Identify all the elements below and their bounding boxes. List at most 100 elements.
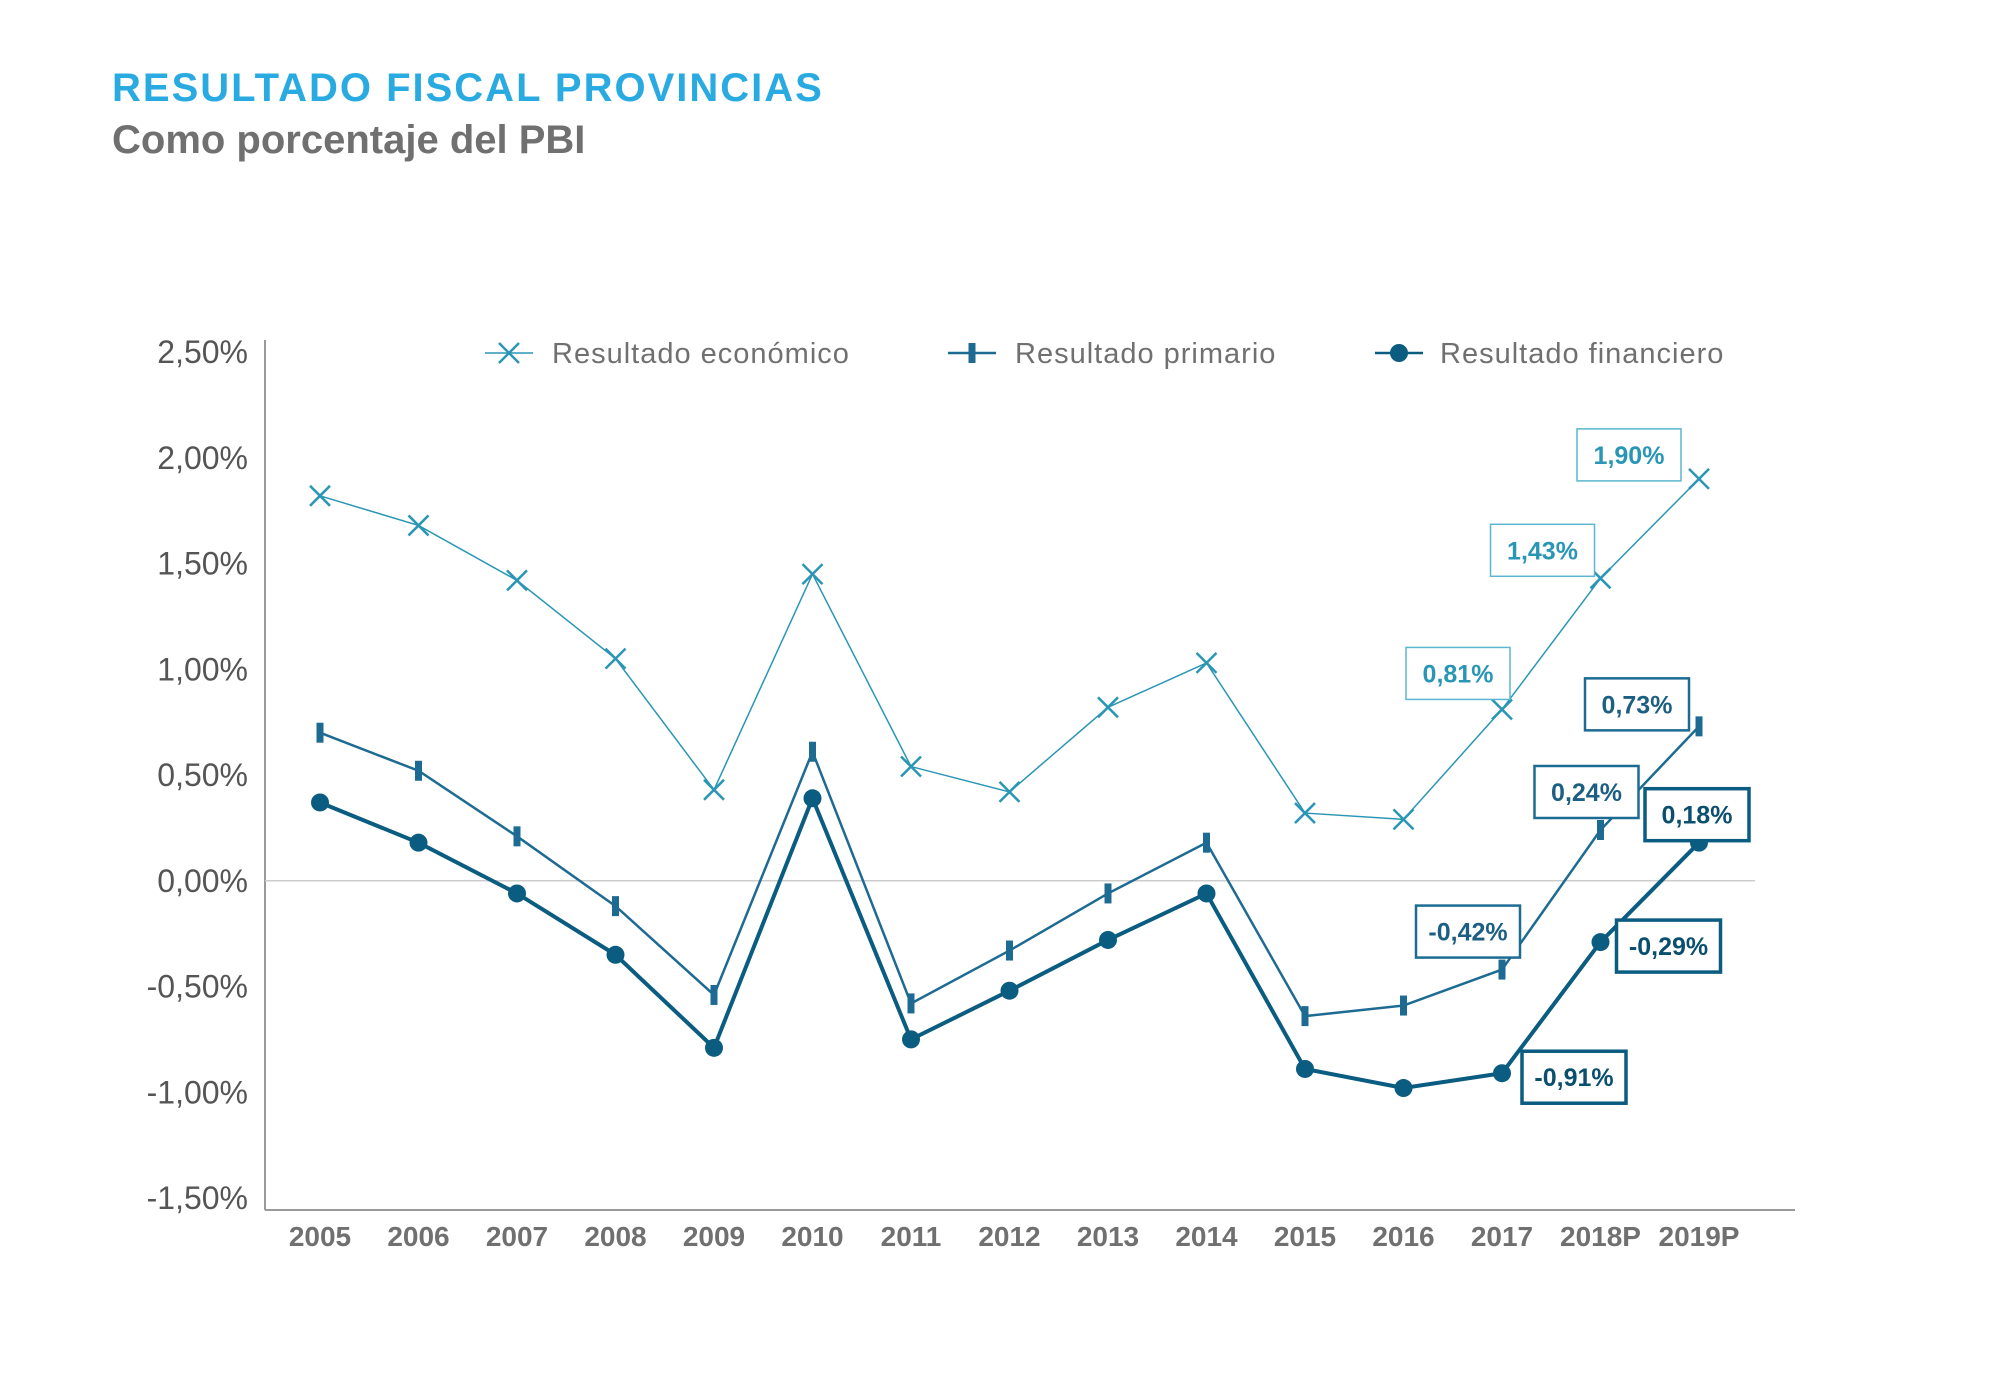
x-tick-label: 2012 — [978, 1221, 1040, 1252]
cross-stroke — [1195, 652, 1218, 674]
data-point-financiero — [311, 793, 329, 812]
data-point-financiero — [1591, 933, 1610, 952]
y-tick-label: -1,50% — [147, 1180, 248, 1216]
data-point-economico — [900, 755, 922, 778]
data-point-financiero — [1394, 1079, 1413, 1098]
cross-stroke — [1097, 696, 1119, 719]
data-point-financiero — [705, 1038, 723, 1057]
data-point-primario — [907, 993, 915, 1014]
cross-stroke — [309, 484, 331, 507]
cross-stroke — [900, 755, 922, 778]
data-point-economico — [506, 569, 528, 592]
cross-stroke — [1589, 567, 1612, 590]
data-point-financiero — [902, 1030, 920, 1049]
x-tick-label: 2006 — [387, 1221, 449, 1252]
cross-stroke — [407, 514, 430, 537]
series-line-primario — [319, 725, 1700, 1018]
cross-stroke — [1491, 698, 1513, 721]
data-point-economico — [1688, 468, 1710, 490]
x-tick-label: 2018P — [1560, 1221, 1641, 1252]
annotation-box — [1520, 1049, 1628, 1105]
x-tick-label: 2014 — [1175, 1221, 1238, 1252]
y-tick-label: 1,50% — [157, 546, 248, 582]
data-point-primario — [1498, 959, 1506, 980]
cross-stroke — [1688, 468, 1710, 490]
legend-marker-primario — [968, 343, 976, 363]
data-point-economico — [604, 647, 627, 670]
data-point-economico — [703, 778, 725, 801]
annotation-box — [1405, 646, 1511, 701]
annotation-box — [1583, 677, 1691, 732]
data-point-primario — [1301, 1006, 1309, 1027]
legend-label-financiero: Resultado financiero — [1440, 338, 1724, 370]
legend-marker-economico — [498, 342, 520, 364]
annotation-label: -0,91% — [1534, 1064, 1613, 1092]
data-point-financiero — [1197, 884, 1216, 903]
data-point-economico — [309, 484, 331, 507]
data-point-financiero — [1493, 1064, 1511, 1083]
data-point-financiero — [1296, 1059, 1314, 1078]
cross-stroke — [998, 781, 1021, 803]
x-tick-label: 2019P — [1659, 1221, 1740, 1252]
y-tick-label: 1,00% — [157, 651, 248, 687]
chart-subtitle: Como porcentaje del PBI — [112, 118, 586, 162]
cross-stroke — [604, 647, 627, 670]
x-tick-label: 2009 — [683, 1221, 745, 1252]
annotation-label: 0,18% — [1662, 802, 1733, 830]
data-point-primario — [1597, 819, 1604, 840]
annotation-label: -0,29% — [1629, 933, 1708, 961]
annotation-label: 0,81% — [1423, 660, 1494, 688]
x-tick-label: 2011 — [881, 1221, 942, 1252]
data-point-economico — [801, 563, 824, 585]
y-tick-label: -1,00% — [147, 1074, 248, 1110]
x-tick-label: 2005 — [289, 1221, 351, 1252]
legend-label-primario: Resultado primario — [1015, 338, 1276, 370]
x-tick-label: 2017 — [1471, 1221, 1533, 1252]
annotation-label: -0,42% — [1428, 919, 1507, 947]
data-point-primario — [1104, 883, 1112, 904]
data-point-primario — [316, 722, 324, 743]
chart-title: RESULTADO FISCAL PROVINCIAS — [112, 66, 824, 110]
data-point-primario — [415, 760, 422, 781]
legend-marker-financiero — [1390, 344, 1408, 362]
x-tick-label: 2007 — [486, 1221, 548, 1252]
y-tick-label: -0,50% — [147, 969, 248, 1005]
cross-stroke — [506, 569, 528, 592]
data-point-economico — [1491, 698, 1513, 721]
cross-stroke — [703, 778, 725, 801]
data-point-financiero — [1099, 930, 1117, 949]
x-tick-label: 2013 — [1077, 1221, 1139, 1252]
y-tick-label: 0,50% — [157, 757, 248, 793]
annotation-box — [1614, 918, 1723, 974]
data-point-primario — [1695, 716, 1703, 737]
data-point-economico — [998, 781, 1021, 803]
data-point-primario — [1006, 940, 1013, 961]
annotation-label: 0,24% — [1551, 779, 1622, 807]
data-point-economico — [1195, 652, 1218, 674]
data-point-primario — [809, 741, 816, 762]
cross-stroke — [801, 563, 824, 585]
cross-stroke — [1392, 808, 1415, 831]
legend-label-economico: Resultado económico — [552, 338, 850, 370]
annotation-box — [1414, 904, 1522, 959]
x-tick-label: 2016 — [1372, 1221, 1434, 1252]
annotation-box — [1533, 764, 1640, 820]
annotation-label: 1,90% — [1594, 442, 1665, 470]
x-tick-label: 2010 — [781, 1221, 843, 1252]
annotation-box — [1576, 428, 1682, 482]
x-tick-label: 2015 — [1274, 1221, 1336, 1252]
cross-stroke — [498, 342, 520, 364]
data-point-primario — [513, 826, 521, 847]
data-point-primario — [612, 896, 619, 917]
annotation-label: 0,73% — [1602, 691, 1673, 719]
data-point-financiero — [1000, 981, 1019, 1000]
cross-stroke — [1294, 802, 1316, 824]
data-point-primario — [1203, 832, 1210, 853]
annotation-box — [1643, 786, 1751, 843]
data-point-financiero — [606, 945, 625, 964]
data-point-economico — [1294, 802, 1316, 824]
y-tick-label: 2,00% — [157, 440, 248, 476]
annotation-box — [1489, 523, 1596, 578]
data-point-financiero — [409, 833, 428, 852]
data-point-financiero — [508, 884, 526, 903]
